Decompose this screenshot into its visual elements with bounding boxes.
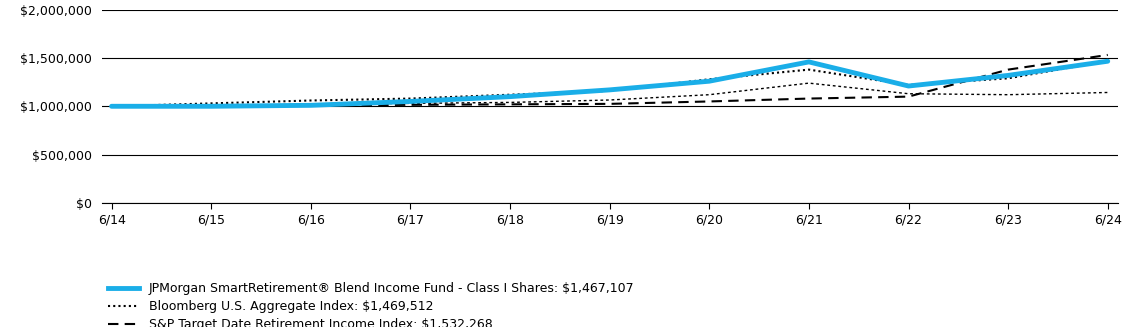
Legend: JPMorgan SmartRetirement® Blend Income Fund - Class I Shares: $1,467,107, Bloomb: JPMorgan SmartRetirement® Blend Income F…	[108, 282, 634, 327]
